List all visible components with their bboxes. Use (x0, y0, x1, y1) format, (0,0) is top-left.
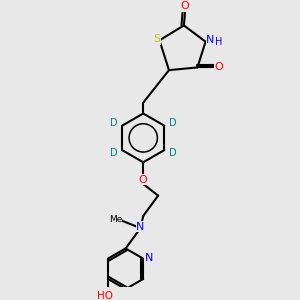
Text: O: O (139, 175, 148, 185)
Text: N: N (144, 253, 153, 263)
Text: N: N (206, 35, 214, 45)
Text: S: S (153, 34, 160, 44)
Text: D: D (110, 118, 118, 128)
Text: D: D (169, 118, 176, 128)
Text: HO: HO (97, 291, 113, 300)
Text: D: D (110, 148, 118, 158)
Text: D: D (169, 148, 176, 158)
Text: O: O (181, 2, 190, 11)
Text: H: H (214, 37, 222, 47)
Text: O: O (214, 62, 223, 72)
Text: Me: Me (109, 215, 122, 224)
Text: N: N (136, 222, 145, 232)
